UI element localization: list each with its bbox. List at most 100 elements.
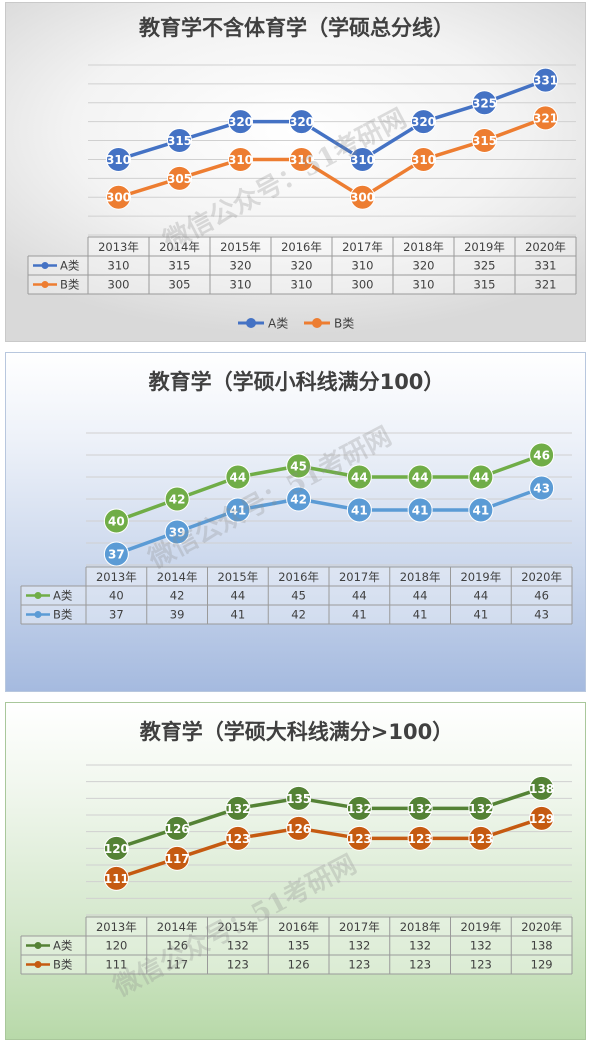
table-cell: 129 (531, 958, 553, 972)
table-cell: 321 (535, 278, 557, 292)
data-point (103, 508, 129, 534)
data-point (286, 486, 312, 512)
tick-label: 2020年 (525, 240, 566, 254)
table-cell: 120 (105, 939, 127, 953)
table-cell: 135 (288, 939, 310, 953)
table-cell: 138 (531, 939, 553, 953)
data-point (225, 497, 251, 523)
tick-label: 2018年 (400, 920, 441, 934)
data-label: 126 (286, 822, 311, 836)
data-label: 123 (408, 832, 433, 846)
table-cell: 123 (409, 958, 431, 972)
series-a: 310 315 320 320 310 320 325 331 (106, 67, 558, 172)
chart-panel-total-score: 教育学不含体育学（学硕总分线） 310 315 320 320 310 320 325 331 3… (5, 2, 586, 342)
gridlines (88, 64, 576, 236)
data-point (228, 109, 253, 135)
data-label: 117 (165, 852, 190, 866)
data-point (533, 67, 558, 93)
data-label: 132 (408, 802, 433, 816)
tick-label: 2017年 (339, 920, 380, 934)
legend-key-marker (34, 611, 42, 618)
data-label: 320 (289, 115, 314, 129)
data-point (225, 464, 251, 490)
table-cell: 320 (291, 259, 313, 273)
data-label: 123 (468, 832, 493, 846)
data-point (346, 497, 372, 523)
tick-label: 2014年 (159, 240, 200, 254)
data-label: 41 (351, 504, 368, 518)
legend-label: B类 (53, 958, 73, 972)
table-cell: 320 (230, 259, 252, 273)
data-label: 42 (169, 493, 186, 507)
table-cell: 44 (474, 589, 489, 603)
data-point (346, 825, 372, 851)
data-point (106, 184, 131, 210)
legend-label: A类 (53, 939, 73, 953)
data-table: 2013年 2014年 2015年 2016年 2017年 2018年 2019年 2020年… (20, 566, 573, 625)
data-label: 44 (473, 471, 490, 485)
table-cell: 320 (413, 259, 435, 273)
data-label: 132 (347, 802, 372, 816)
data-point (468, 825, 494, 851)
data-label: 129 (529, 812, 554, 826)
data-point (225, 795, 251, 821)
tick-label: 2019年 (464, 240, 505, 254)
table-cell: 46 (534, 589, 549, 603)
data-point (472, 128, 497, 154)
data-label: 126 (165, 822, 190, 836)
tick-label: 2014年 (157, 570, 198, 584)
data-point (106, 146, 131, 172)
table-cell: 44 (413, 589, 428, 603)
table-cell: 132 (227, 939, 249, 953)
legend-key-marker (34, 961, 42, 968)
table-cell: 44 (352, 589, 367, 603)
data-point (529, 442, 555, 468)
data-table: 2013年 2014年 2015年 2016年 2017年 2018年 2019年 2020年… (20, 916, 573, 975)
data-table: 2013年 2014年 2015年 2016年 2017年 2018年 2019年 2020年… (27, 236, 577, 295)
data-label: 39 (169, 526, 186, 540)
chart-title: 教育学不含体育学（学硕总分线） (139, 16, 454, 40)
tick-label: 2014年 (157, 920, 198, 934)
table-cell: 40 (109, 589, 124, 603)
data-label: 41 (230, 504, 247, 518)
chart-legend: A类 B类 (238, 317, 354, 331)
series-b: 37 39 41 42 41 41 41 43 (103, 475, 555, 567)
tick-label: 2013年 (96, 570, 137, 584)
table-cell: 39 (170, 608, 185, 622)
table-cell: 45 (291, 589, 306, 603)
data-label: 310 (106, 153, 131, 167)
legend-label: A类 (53, 589, 73, 603)
tick-label: 2020年 (521, 920, 562, 934)
data-label: 320 (411, 115, 436, 129)
tick-label: 2015年 (217, 570, 258, 584)
data-label: 41 (473, 504, 490, 518)
chart-panel-small-subject: 教育学（学硕小科线满分100） 40 42 44 45 44 44 44 46 37 39 41 42 4… (5, 352, 586, 692)
table-cell: 132 (348, 939, 370, 953)
data-point (407, 825, 433, 851)
data-label: 310 (411, 153, 436, 167)
table-cell: 42 (291, 608, 306, 622)
table-cell: 331 (535, 259, 557, 273)
data-point (286, 785, 312, 811)
table-cell: 117 (166, 958, 188, 972)
data-point (164, 486, 190, 512)
table-cell: 123 (348, 958, 370, 972)
table-cell: 305 (169, 278, 191, 292)
data-point (350, 184, 375, 210)
legend-key-marker (312, 318, 322, 328)
tick-label: 2017年 (339, 570, 380, 584)
table-cell: 41 (231, 608, 246, 622)
data-point (346, 795, 372, 821)
series-a: 120 126 132 135 132 132 132 138 (104, 775, 554, 861)
data-point (468, 497, 494, 523)
data-label: 132 (225, 802, 250, 816)
data-point (225, 825, 251, 851)
table-cell: 126 (288, 958, 310, 972)
data-label: 123 (225, 832, 250, 846)
table-cell: 310 (352, 259, 374, 273)
data-label: 111 (104, 872, 129, 886)
data-point (533, 105, 558, 131)
tick-label: 2015年 (220, 240, 261, 254)
